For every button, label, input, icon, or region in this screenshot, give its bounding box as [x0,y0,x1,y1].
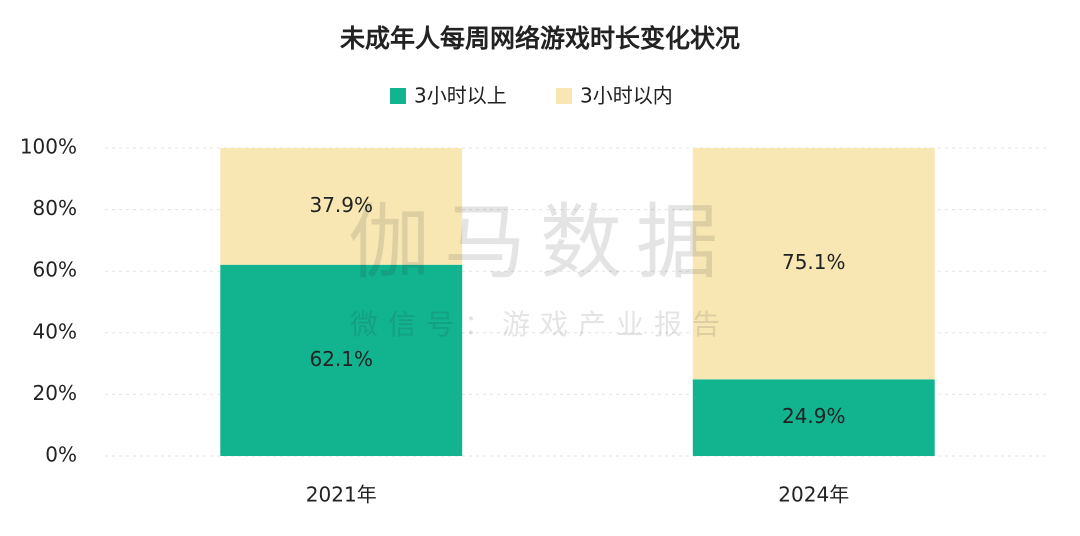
x-tick-label: 2021年 [306,483,377,507]
legend-swatch [556,88,572,104]
y-tick-label: 0% [45,443,77,467]
bar-segment [220,264,463,456]
value-label: 62.1% [309,347,373,371]
x-tick-label: 2024年 [778,483,849,507]
value-label: 75.1% [782,250,846,274]
watermark: 微信号：游戏产业报告 [350,308,730,341]
bar-segment [692,379,935,456]
legend-label: 3小时以内 [580,84,673,108]
y-tick-label: 20% [33,381,77,405]
y-tick-label: 40% [33,319,77,343]
chart-title: 未成年人每周网络游戏时长变化状况 [340,24,740,53]
legend-label: 3小时以上 [414,84,507,108]
bar-segment [692,148,935,380]
y-tick-label: 100% [20,135,77,159]
y-tick-label: 80% [33,196,77,220]
legend-swatch [390,88,406,104]
watermark: 伽马数据 [348,195,732,290]
y-tick-label: 60% [33,258,77,282]
value-label: 24.9% [782,404,846,428]
bar-segment [220,148,463,265]
value-label: 37.9% [309,193,373,217]
